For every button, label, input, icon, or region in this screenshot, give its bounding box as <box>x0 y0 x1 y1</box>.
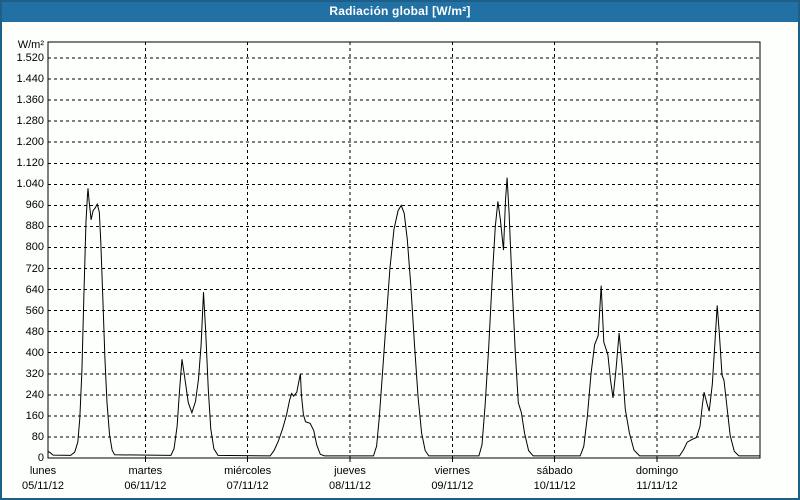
y-tick-label: 960 <box>25 199 44 212</box>
y-tick-label: 1.440 <box>16 73 44 86</box>
plot-border <box>47 41 761 459</box>
x-axis-day-label: lunes 05/11/12 <box>0 464 91 494</box>
y-axis-unit-label: W/m² <box>17 39 44 51</box>
y-tick-label: 720 <box>25 262 44 275</box>
day-date-label: 09/11/12 <box>431 480 474 492</box>
y-tick-label: 1.120 <box>16 157 44 170</box>
day-date-label: 08/11/12 <box>328 480 371 492</box>
y-tick-label: 1.040 <box>16 178 44 191</box>
y-tick-label: 320 <box>25 367 44 380</box>
y-tick-label: 800 <box>25 241 44 254</box>
y-tick-label: 1.280 <box>16 115 44 128</box>
y-tick-label: 640 <box>25 283 44 296</box>
day-date-label: 05/11/12 <box>21 480 64 492</box>
day-date-label: 06/11/12 <box>124 480 167 492</box>
y-tick-label: 160 <box>25 409 44 422</box>
window-title: Radiación global [W/m²] <box>329 4 471 18</box>
y-tick-label: 1.520 <box>16 52 44 64</box>
x-axis-day-label: viernes 09/11/12 <box>404 464 500 494</box>
y-tick-label: 1.200 <box>16 136 44 149</box>
day-name-label: jueves <box>334 465 366 477</box>
day-date-label: 10/11/12 <box>533 480 576 492</box>
y-tick-label: 880 <box>25 220 44 233</box>
window-title-bar[interactable]: Radiación global [W/m²] <box>0 0 800 22</box>
x-axis-day-label: domingo 11/11/12 <box>609 464 705 494</box>
y-tick-label: 480 <box>25 325 44 338</box>
y-tick-label: 240 <box>25 388 44 401</box>
y-tick-label: 560 <box>25 304 44 317</box>
day-name-label: lunes <box>29 465 57 477</box>
day-name-label: martes <box>128 465 163 477</box>
y-tick-label: 0 <box>37 452 44 464</box>
day-date-label: 07/11/12 <box>226 480 269 492</box>
x-axis-day-label: sábado 10/11/12 <box>507 464 603 494</box>
day-name-label: sábado <box>536 465 573 477</box>
y-tick-label: 80 <box>31 430 44 443</box>
x-axis-day-label: miércoles 07/11/12 <box>200 464 296 494</box>
x-axis-day-label: jueves 08/11/12 <box>302 464 398 494</box>
y-tick-label: 400 <box>25 346 44 359</box>
day-name-label: domingo <box>635 465 679 477</box>
x-axis-day-label: martes 06/11/12 <box>97 464 193 494</box>
day-name-label: miércoles <box>224 465 272 477</box>
day-name-label: viernes <box>434 465 471 477</box>
y-tick-label: 1.360 <box>16 94 44 107</box>
radiation-curve <box>48 177 760 457</box>
day-date-label: 11/11/12 <box>636 480 678 492</box>
